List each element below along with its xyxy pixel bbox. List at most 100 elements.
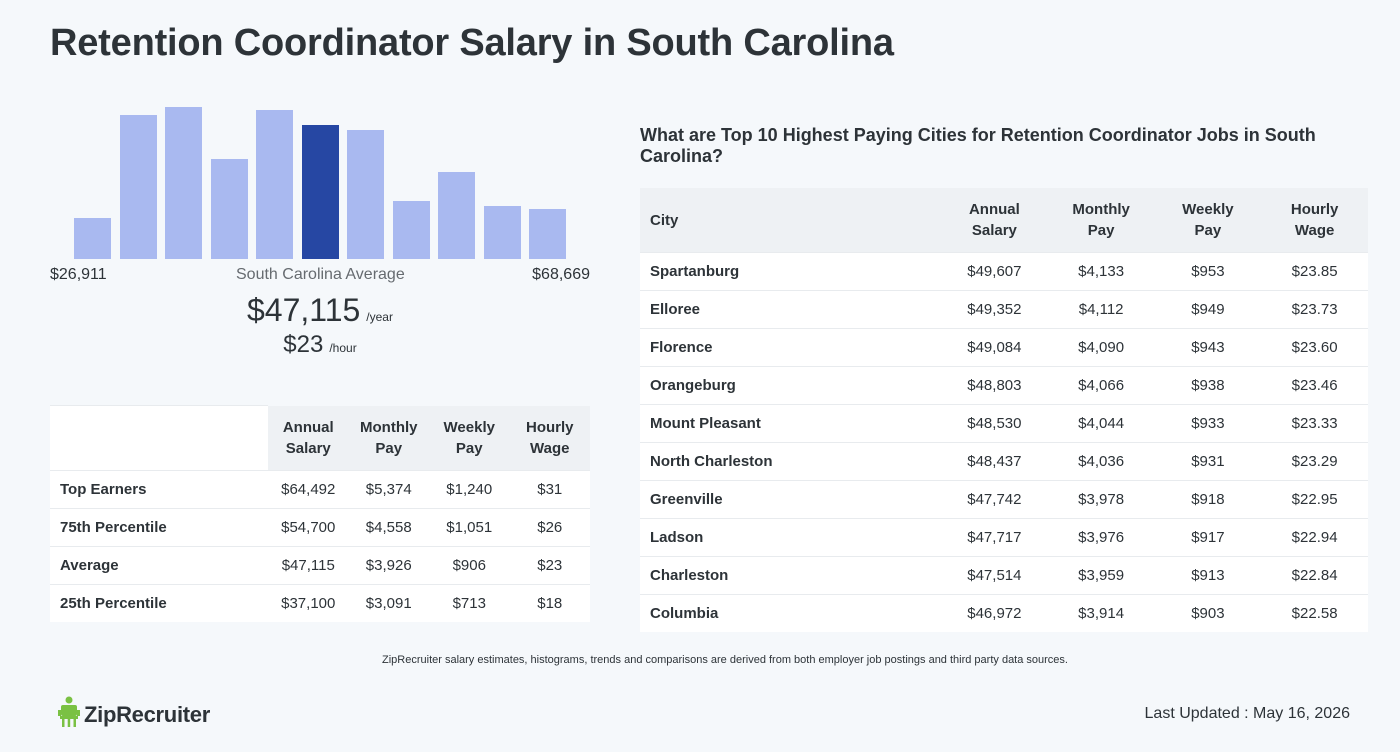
average-hourly-unit: /hour: [329, 341, 357, 355]
histogram-bar: [529, 209, 566, 259]
header-hourly-text: Hourly Wage: [525, 418, 574, 457]
city-cell: $4,044: [1047, 404, 1155, 443]
percentile-cell: $26: [509, 508, 590, 547]
histogram-bar: [347, 130, 384, 259]
city-cell: $4,112: [1047, 290, 1155, 329]
city-cell: $48,530: [941, 404, 1048, 443]
header-annual: Annual Salary: [268, 405, 349, 471]
histogram-bar: [119, 115, 157, 259]
city-cell: $23.85: [1261, 252, 1368, 291]
city-cell: $3,976: [1047, 518, 1155, 557]
histogram-average-label: South Carolina Average: [236, 266, 405, 283]
last-updated: Last Updated : May 16, 2026: [1144, 705, 1350, 722]
logo-text: ZipRecruiter: [84, 701, 210, 727]
cities-table-header: City Annual Salary Monthly Pay Weekly Pa…: [640, 188, 1368, 253]
city-cell: $48,437: [941, 442, 1048, 481]
percentile-row-label: Top Earners: [50, 470, 268, 509]
percentile-row: 25th Percentile $37,100 $3,091 $713 $18: [50, 584, 590, 622]
header-monthly: Monthly Pay: [348, 405, 429, 471]
city-name: Greenville: [640, 480, 941, 519]
header-city: City: [640, 188, 941, 253]
city-cell: $49,607: [941, 252, 1048, 291]
city-cell: $953: [1154, 252, 1262, 291]
header-city-hourly-text: Hourly Wage: [1290, 201, 1339, 239]
percentile-cell: $64,492: [268, 470, 349, 509]
header-annual-text: Annual Salary: [282, 418, 334, 457]
chair-icon: [58, 696, 80, 733]
header-city-hourly: Hourly Wage: [1261, 188, 1368, 253]
header-weekly: Weekly Pay: [429, 405, 510, 471]
salary-histogram: [50, 96, 590, 259]
percentile-cell: $713: [429, 584, 510, 622]
header-city-monthly-text: Monthly Pay: [1072, 201, 1130, 239]
city-cell: $4,133: [1047, 252, 1155, 291]
header-city-monthly: Monthly Pay: [1047, 188, 1155, 253]
city-cell: $918: [1154, 480, 1262, 519]
histogram-bar: [74, 218, 111, 259]
city-cell: $931: [1154, 442, 1262, 481]
histogram-bar: [483, 206, 521, 259]
city-name: Orangeburg: [640, 366, 941, 405]
cities-title: What are Top 10 Highest Paying Cities fo…: [640, 125, 1316, 166]
header-city-weekly: Weekly Pay: [1154, 188, 1262, 253]
percentile-table: Annual Salary Monthly Pay Weekly Pay Hou…: [50, 405, 590, 622]
city-cell: $3,959: [1047, 556, 1155, 595]
histogram-max-label: $68,669: [532, 266, 590, 283]
average-yearly-unit: /year: [366, 310, 393, 324]
histogram-bar: [210, 159, 248, 259]
city-cell: $4,036: [1047, 442, 1155, 481]
disclaimer: ZipRecruiter salary estimates, histogram…: [382, 654, 1068, 666]
city-row: Columbia $46,972 $3,914 $903 $22.58: [640, 594, 1368, 632]
city-cell: $949: [1154, 290, 1262, 329]
percentile-cell: $4,558: [348, 508, 429, 547]
city-cell: $933: [1154, 404, 1262, 443]
city-name: Ladson: [640, 518, 941, 557]
percentile-cell: $906: [429, 546, 510, 585]
percentile-table-header: Annual Salary Monthly Pay Weekly Pay Hou…: [50, 405, 590, 471]
percentile-row-label: 25th Percentile: [50, 584, 268, 622]
city-cell: $46,972: [941, 594, 1048, 632]
percentile-row: Average $47,115 $3,926 $906 $23: [50, 546, 590, 585]
city-name: Mount Pleasant: [640, 404, 941, 443]
city-cell: $47,717: [941, 518, 1048, 557]
city-cell: $49,084: [941, 328, 1048, 367]
city-cell: $49,352: [941, 290, 1048, 329]
average-hourly-value: $23: [283, 331, 324, 358]
top-cities-table: City Annual Salary Monthly Pay Weekly Pa…: [640, 188, 1368, 632]
ziprecruiter-logo[interactable]: ZipRecruiter: [58, 696, 210, 733]
percentile-cell: $1,240: [429, 470, 510, 509]
city-cell: $938: [1154, 366, 1262, 405]
header-weekly-text: Weekly Pay: [443, 418, 495, 457]
city-cell: $22.58: [1261, 594, 1368, 632]
percentile-cell: $54,700: [268, 508, 349, 547]
city-row: Mount Pleasant $48,530 $4,044 $933 $23.33: [640, 404, 1368, 443]
city-cell: $23.73: [1261, 290, 1368, 329]
city-cell: $943: [1154, 328, 1262, 367]
percentile-row-label: Average: [50, 546, 268, 585]
city-cell: $47,514: [941, 556, 1048, 595]
city-name: North Charleston: [640, 442, 941, 481]
histogram-bar: [165, 107, 202, 259]
city-cell: $913: [1154, 556, 1262, 595]
percentile-cell: $23: [509, 546, 590, 585]
percentile-row: 75th Percentile $54,700 $4,558 $1,051 $26: [50, 508, 590, 547]
city-row: Orangeburg $48,803 $4,066 $938 $23.46: [640, 366, 1368, 405]
percentile-cell: $3,926: [348, 546, 429, 585]
histogram-bar: [256, 110, 293, 259]
city-cell: $4,090: [1047, 328, 1155, 367]
percentile-cell: $47,115: [268, 546, 349, 585]
average-yearly: $47,115/year: [0, 292, 640, 329]
city-name: Florence: [640, 328, 941, 367]
city-name: Columbia: [640, 594, 941, 632]
city-row: Charleston $47,514 $3,959 $913 $22.84: [640, 556, 1368, 595]
city-row: Elloree $49,352 $4,112 $949 $23.73: [640, 290, 1368, 329]
header-blank: [50, 405, 268, 471]
city-row: Spartanburg $49,607 $4,133 $953 $23.85: [640, 252, 1368, 291]
percentile-cell: $1,051: [429, 508, 510, 547]
city-row: Ladson $47,717 $3,976 $917 $22.94: [640, 518, 1368, 557]
percentile-cell: $37,100: [268, 584, 349, 622]
city-row: North Charleston $48,437 $4,036 $931 $23.29: [640, 442, 1368, 481]
city-cell: $903: [1154, 594, 1262, 632]
histogram-bar: [438, 172, 475, 259]
percentile-cell: $3,091: [348, 584, 429, 622]
